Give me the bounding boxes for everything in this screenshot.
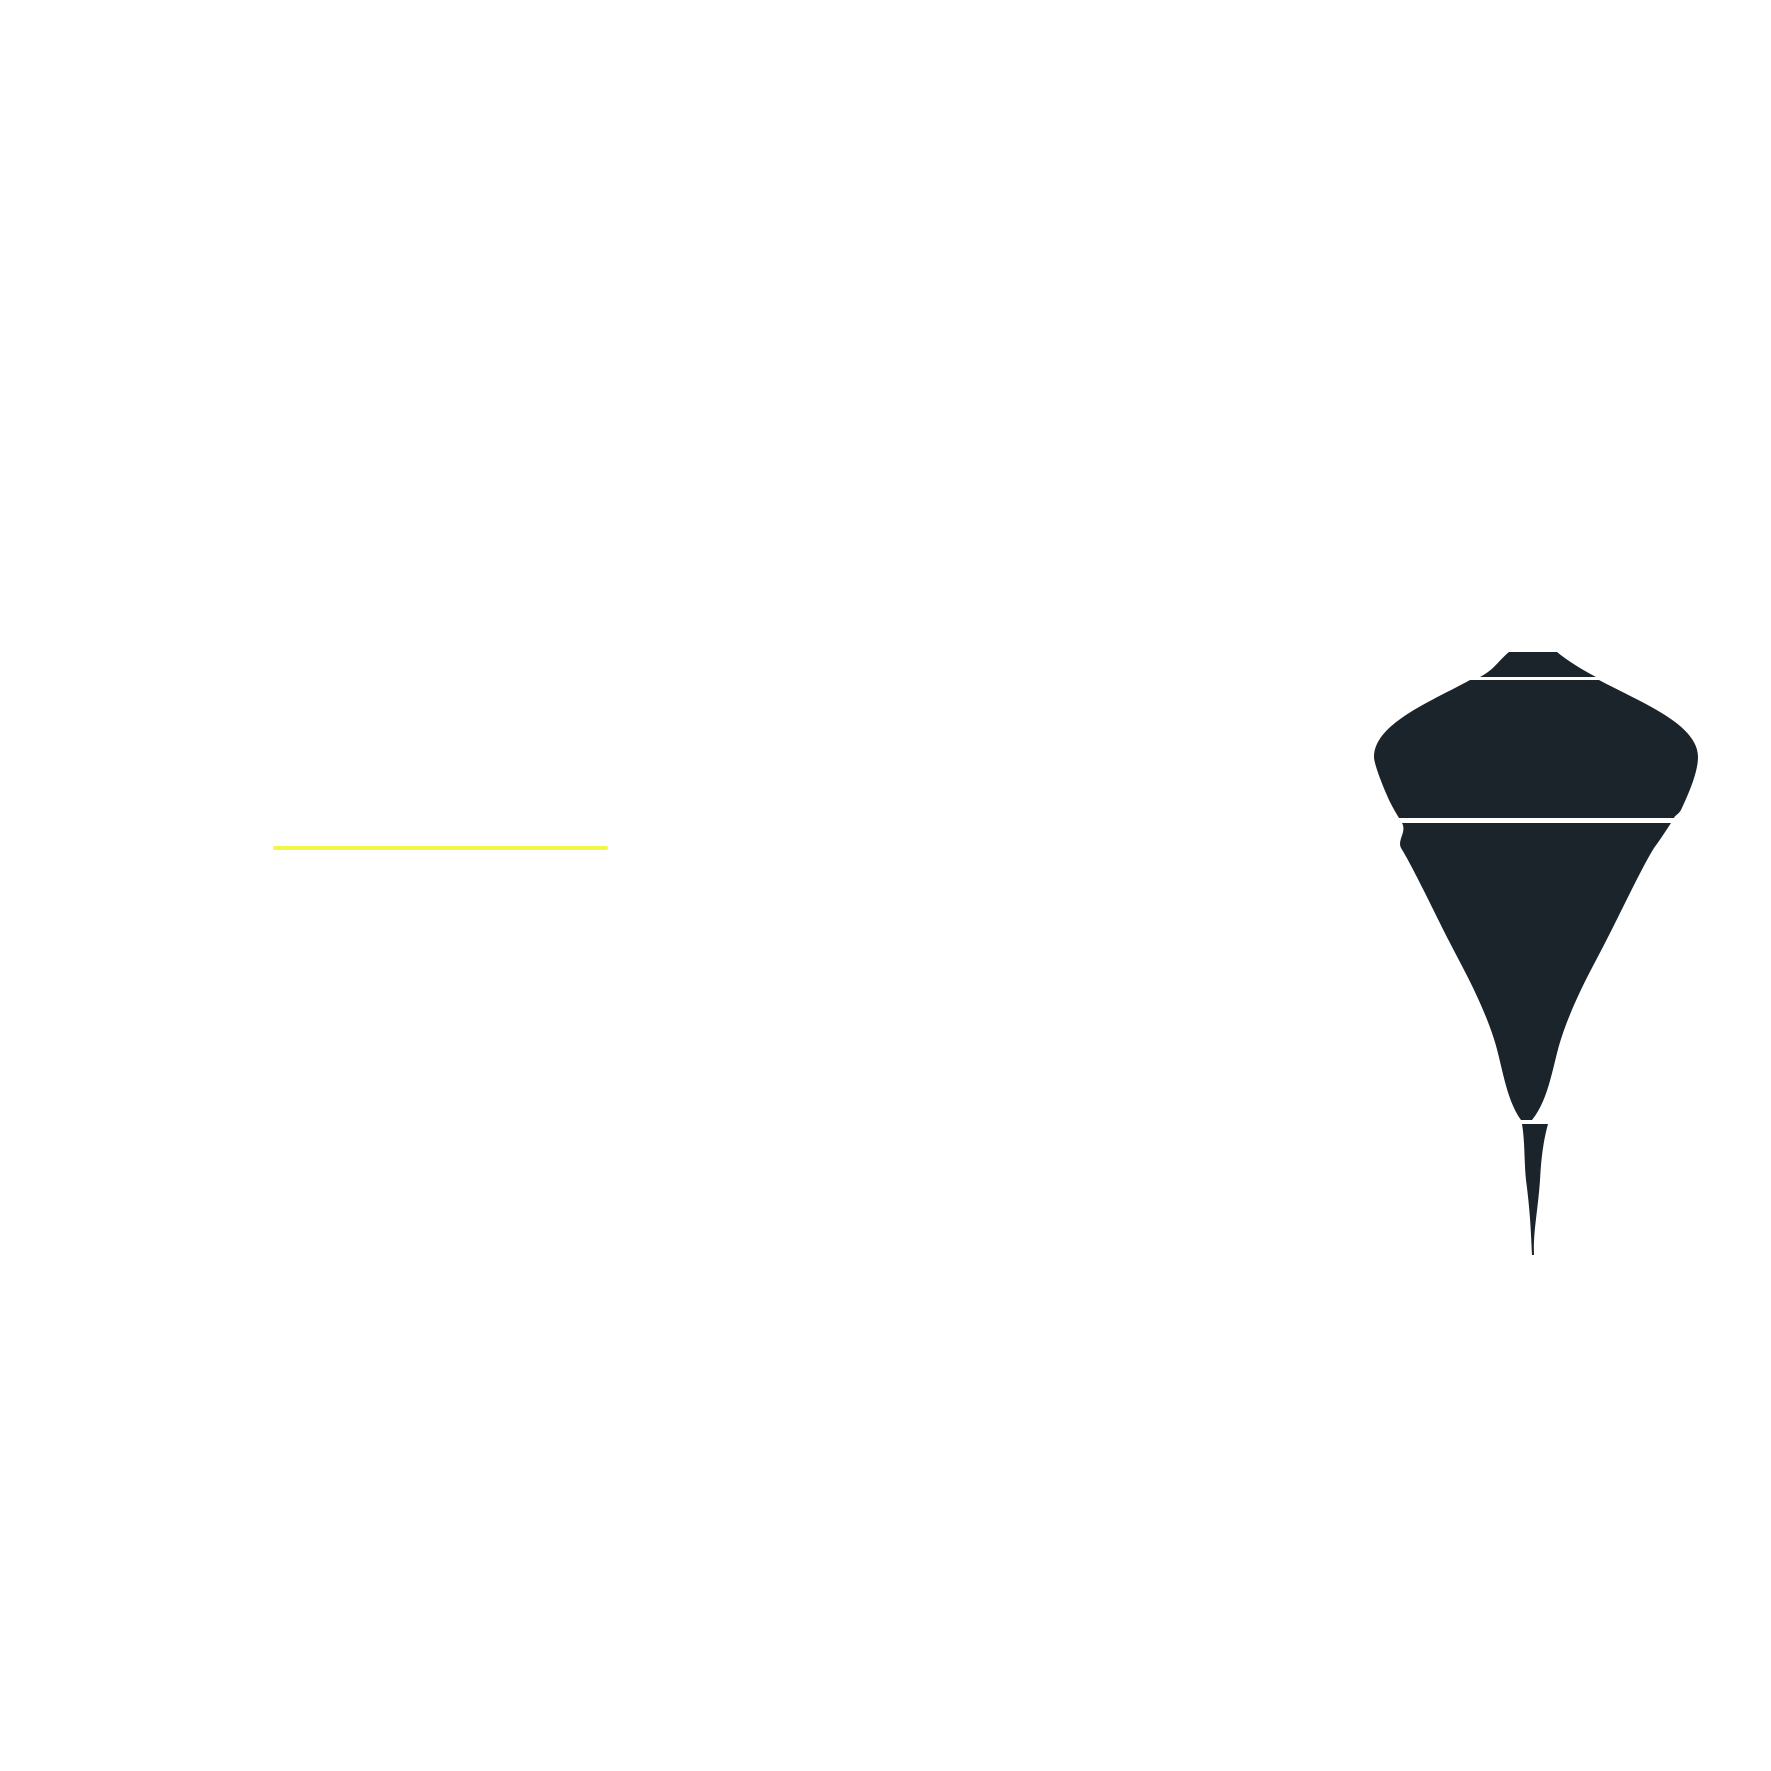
spinning-top-cap — [1480, 652, 1596, 677]
highlight-bar — [273, 846, 608, 850]
spinning-top-cone — [1400, 823, 1671, 1120]
spinning-top-tip — [1522, 1124, 1548, 1255]
spinning-top-shoulder — [1374, 680, 1698, 818]
